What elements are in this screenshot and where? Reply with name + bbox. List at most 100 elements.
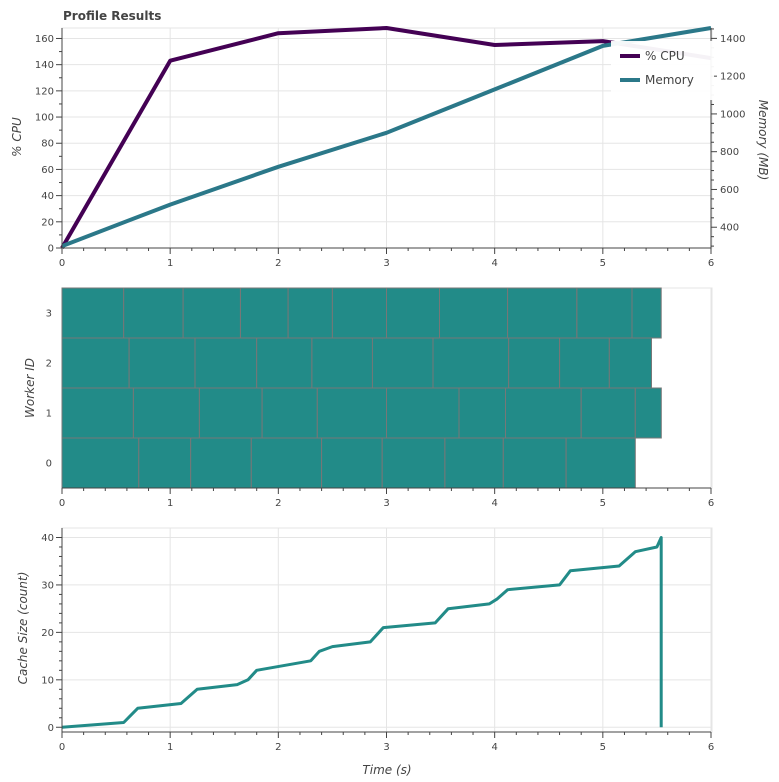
worker-x-tick-label: 0 xyxy=(59,498,65,509)
task-bar xyxy=(61,337,130,389)
cache-x-tick-label: 6 xyxy=(708,742,714,753)
figure-title: Profile Results xyxy=(63,9,161,23)
cache-y-tick-label: 30 xyxy=(41,580,54,591)
task-bar xyxy=(250,437,323,489)
memory-y-tick-label: 1200 xyxy=(720,72,745,83)
cache-y-tick-label: 0 xyxy=(48,723,54,734)
task-bar xyxy=(458,387,506,439)
worker-x-tick-label: 2 xyxy=(275,498,281,509)
cpu-x-tick-label: 4 xyxy=(491,258,497,269)
task-bar xyxy=(321,437,383,489)
task-bar xyxy=(316,387,387,439)
cpu-x-tick-label: 3 xyxy=(383,258,389,269)
task-bar xyxy=(287,287,333,339)
cpu-memory-axes: 0204060801001201401604006008001000120014… xyxy=(35,28,745,269)
cache-axis-label: Cache Size (count) xyxy=(16,572,30,685)
worker-x-tick-label: 1 xyxy=(167,498,173,509)
worker-axis-label: Worker ID xyxy=(23,358,37,418)
task-bar xyxy=(256,337,313,389)
task-bar xyxy=(190,437,252,489)
cache-grid xyxy=(61,528,712,732)
cache-x-tick-label: 1 xyxy=(167,742,173,753)
task-bar xyxy=(565,437,636,489)
task-bar xyxy=(128,337,196,389)
worker-task-bars xyxy=(61,287,662,489)
task-bar xyxy=(194,337,258,389)
cpu-memory-panel: 0204060801001201401604006008001000120014… xyxy=(10,26,770,269)
worker-y-tick-label: 1 xyxy=(46,409,52,420)
cache-x-tick-label: 5 xyxy=(600,742,606,753)
cpu-y-tick-label: 160 xyxy=(35,34,54,45)
task-bar xyxy=(505,387,582,439)
worker-x-tick-label: 6 xyxy=(708,498,714,509)
cpu-y-tick-label: 40 xyxy=(41,191,54,202)
task-bar xyxy=(138,437,192,489)
task-bar xyxy=(240,287,289,339)
cpu-x-tick-label: 2 xyxy=(275,258,281,269)
worker-x-tick-label: 5 xyxy=(600,498,606,509)
worker-y-tick-label: 2 xyxy=(46,359,52,370)
cache-x-tick-label: 4 xyxy=(491,742,497,753)
cache-y-tick-label: 10 xyxy=(41,675,54,686)
worker-x-tick-label: 4 xyxy=(491,498,497,509)
task-bar xyxy=(123,287,184,339)
task-bar xyxy=(371,337,434,389)
cache-x-tick-label: 2 xyxy=(275,742,281,753)
cpu-memory-series xyxy=(60,26,712,250)
cpu-y-tick-label: 60 xyxy=(41,165,54,176)
task-bar xyxy=(198,387,263,439)
task-bar xyxy=(439,287,509,339)
cpu-axis-label: % CPU xyxy=(10,117,24,157)
task-bar xyxy=(631,287,662,339)
cache-axes: 0 10 20 30 40 0 1 2 3 4 5 6 xyxy=(41,528,714,753)
memory-y-tick-label: 600 xyxy=(720,185,739,196)
task-bar xyxy=(132,387,200,439)
cache-series xyxy=(61,536,663,729)
task-bar xyxy=(331,287,387,339)
task-bar xyxy=(580,387,636,439)
task-bar xyxy=(61,387,134,439)
legend-label-cpu: % CPU xyxy=(645,49,685,63)
task-bar xyxy=(507,287,578,339)
cpu-x-tick-label: 6 xyxy=(708,258,714,269)
cpu-y-tick-label: 80 xyxy=(41,139,54,150)
cache-x-tick-label: 3 xyxy=(383,742,389,753)
task-bar xyxy=(444,437,504,489)
memory-y-tick-label: 1400 xyxy=(720,34,745,45)
memory-y-tick-label: 800 xyxy=(720,147,739,158)
legend: % CPU Memory xyxy=(611,41,714,100)
cache-panel: 0 10 20 30 40 0 1 2 3 4 5 6 Cache Size (count) Time… xyxy=(16,527,714,777)
worker-axes: 0 1 2 3 0 1 2 3 4 5 6 xyxy=(46,309,715,510)
task-bar xyxy=(61,437,140,489)
task-bar xyxy=(386,387,460,439)
task-bar xyxy=(311,337,373,389)
cache-y-tick-label: 20 xyxy=(41,628,54,639)
cache-line xyxy=(61,536,663,729)
memory-y-tick-label: 400 xyxy=(720,223,739,234)
cpu-x-tick-label: 5 xyxy=(600,258,606,269)
task-bar xyxy=(432,337,510,389)
cpu-y-tick-label: 100 xyxy=(35,113,54,124)
task-bar xyxy=(634,387,662,439)
worker-y-tick-label: 0 xyxy=(46,459,52,470)
task-bar xyxy=(61,287,125,339)
legend-box xyxy=(611,41,714,100)
worker-y-tick-label: 3 xyxy=(46,309,52,320)
cpu-y-tick-label: 20 xyxy=(41,217,54,228)
memory-y-tick-label: 1000 xyxy=(720,109,745,120)
task-bar xyxy=(559,337,610,389)
cpu-y-tick-label: 0 xyxy=(48,244,54,255)
memory-axis-label: Memory (MB) xyxy=(756,100,770,181)
memory-line xyxy=(61,26,712,248)
cache-x-tick-label: 0 xyxy=(59,742,65,753)
task-bar xyxy=(508,337,561,389)
task-bar xyxy=(608,337,652,389)
task-bar xyxy=(502,437,567,489)
cpu-y-tick-label: 140 xyxy=(35,60,54,71)
cpu-x-tick-label: 1 xyxy=(167,258,173,269)
cpu-x-tick-label: 0 xyxy=(59,258,65,269)
worker-panel: 0 1 2 3 0 1 2 3 4 5 6 Worker ID xyxy=(23,287,715,510)
legend-label-memory: Memory xyxy=(645,73,694,87)
task-bar xyxy=(576,287,633,339)
